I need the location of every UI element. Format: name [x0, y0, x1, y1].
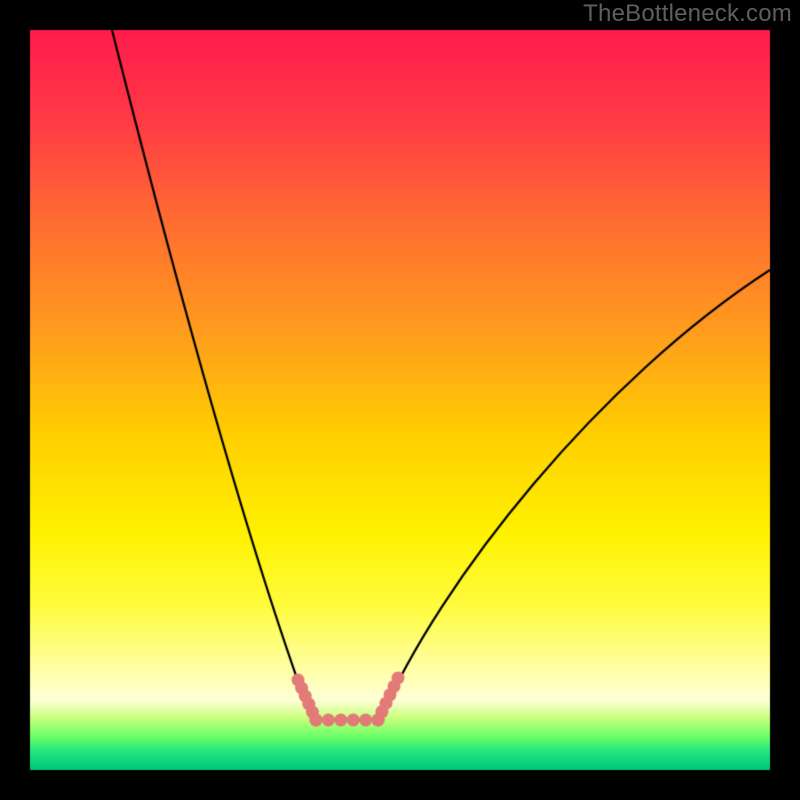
bottleneck-chart	[0, 0, 800, 800]
watermark-text: TheBottleneck.com	[583, 0, 792, 28]
